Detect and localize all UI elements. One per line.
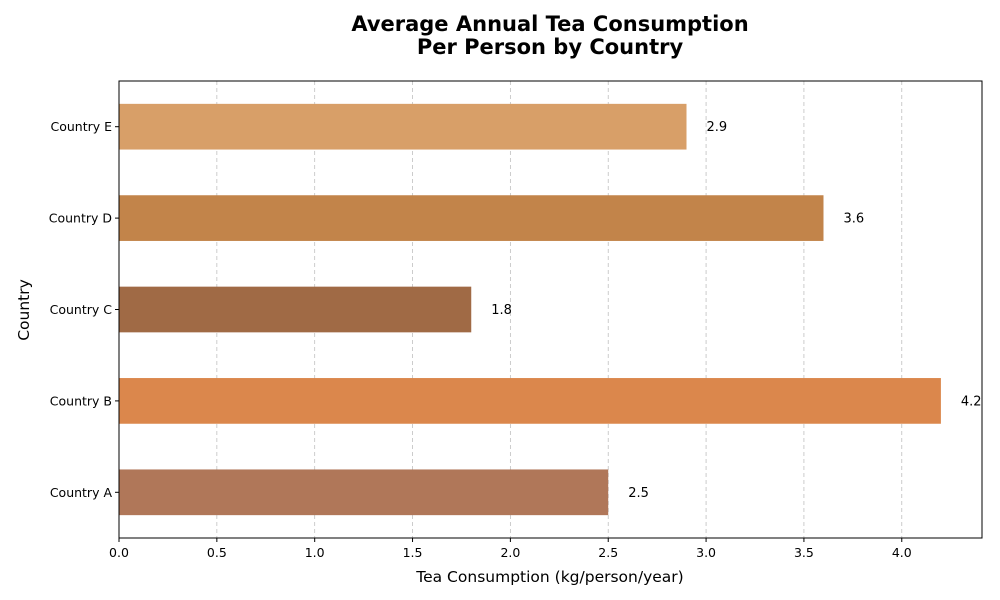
- bars: [119, 103, 941, 516]
- bar-country-e: [119, 103, 687, 150]
- y-tick-label: Country B: [50, 393, 112, 408]
- x-tick-label: 2.0: [500, 545, 520, 560]
- data-label: 2.5: [628, 486, 649, 501]
- bar-country-b: [119, 378, 941, 424]
- x-tick-label: 1.0: [305, 545, 325, 560]
- x-tick-label: 1.5: [403, 545, 423, 560]
- data-label: 4.2: [961, 394, 982, 409]
- x-tick-label: 0.0: [109, 545, 129, 560]
- data-label: 1.8: [491, 303, 512, 318]
- data-label: 3.6: [843, 212, 864, 227]
- data-labels: 2.5 4.2 1.8 3.6 2.9: [491, 120, 981, 501]
- chart-title-line-1: Average Annual Tea Consumption: [351, 12, 748, 36]
- x-tick-label: 3.5: [794, 545, 814, 560]
- chart-title-line-2: Per Person by Country: [417, 35, 684, 59]
- bar-country-d: [119, 195, 824, 241]
- bar-country-c: [119, 286, 472, 333]
- y-axis-label: Country: [15, 279, 33, 341]
- x-tick-label: 3.0: [696, 545, 716, 560]
- x-tick-label: 4.0: [892, 545, 912, 560]
- x-axis-label: Tea Consumption (kg/person/year): [415, 568, 683, 586]
- x-tick-label: 2.5: [598, 545, 618, 560]
- x-axis-ticks: 0.0 0.5 1.0 1.5 2.0 2.5 3.0 3.5 4.0: [109, 538, 912, 560]
- y-axis-ticks: Country A Country B Country C Country D Coun…: [49, 119, 119, 500]
- y-tick-label: Country D: [49, 211, 112, 226]
- y-tick-label: Country E: [50, 119, 112, 134]
- y-tick-label: Country A: [50, 485, 113, 500]
- y-tick-label: Country C: [50, 302, 113, 317]
- x-tick-label: 0.5: [207, 545, 227, 560]
- bar-country-a: [119, 469, 609, 516]
- data-label: 2.9: [707, 120, 728, 135]
